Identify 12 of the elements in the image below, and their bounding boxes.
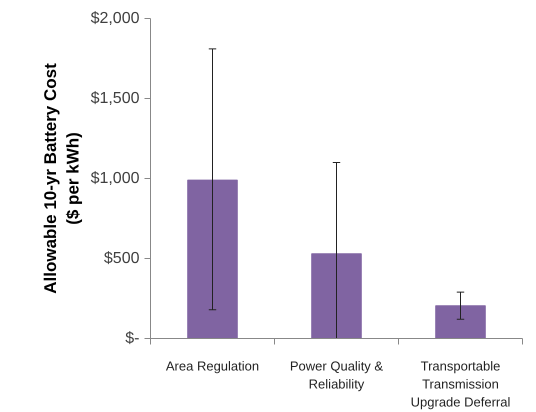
y-tick-label: $1,000 [90, 170, 140, 187]
y-tick-label: $2,000 [90, 10, 140, 27]
x-tick-label: Transportable Transmission Upgrade Deferral [410, 358, 510, 410]
y-tick-label: $1,500 [90, 90, 140, 107]
x-tick-label: Area Regulation [166, 358, 260, 374]
y-tick-label: $500 [104, 250, 140, 267]
bar [187, 180, 238, 338]
y-tick-label: $- [125, 330, 140, 347]
y-axis-title: Allowable 10-yr Battery Cost ($ per kWh) [40, 62, 83, 294]
bar [311, 253, 362, 338]
bar [435, 305, 486, 338]
x-tick-label: Power Quality & Reliability [290, 358, 384, 392]
